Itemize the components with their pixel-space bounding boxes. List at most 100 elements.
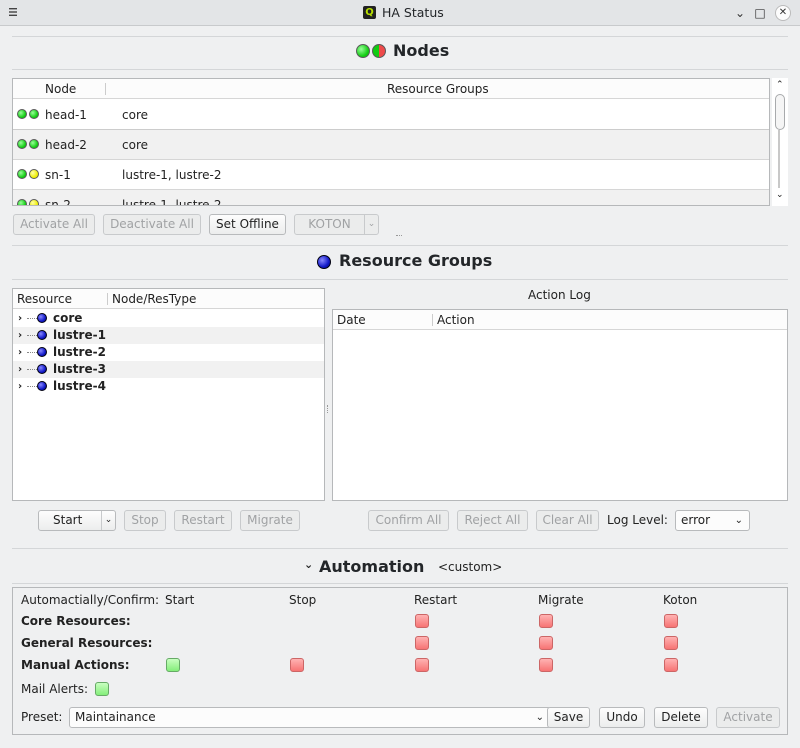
column-header-node-restype[interactable]: Node/ResType xyxy=(112,292,197,306)
log-level-value: error xyxy=(681,513,711,527)
activate-button[interactable]: Activate xyxy=(716,707,780,728)
preset-select[interactable]: Maintainance ⌄ xyxy=(69,707,551,728)
tree-item[interactable]: › lustre-4 xyxy=(13,378,324,395)
column-header-resource-groups[interactable]: Resource Groups xyxy=(387,82,489,96)
chevron-down-icon[interactable]: ⌄ xyxy=(101,511,115,530)
restart-button[interactable]: Restart xyxy=(174,510,232,531)
save-button[interactable]: Save xyxy=(547,707,590,728)
manual-koton-toggle[interactable] xyxy=(664,658,678,672)
chevron-down-icon: ⌄ xyxy=(734,515,743,526)
resource-status-icon xyxy=(37,347,47,357)
table-row[interactable]: head-2 core xyxy=(13,130,769,160)
preset-label: Preset: xyxy=(21,710,63,724)
maximize-icon[interactable]: □ xyxy=(754,6,766,20)
deactivate-all-button[interactable]: Deactivate All xyxy=(103,214,201,235)
stop-button[interactable]: Stop xyxy=(124,510,166,531)
expand-arrow-icon[interactable]: › xyxy=(18,330,23,341)
node-groups: core xyxy=(122,138,148,152)
window-menu-icon[interactable] xyxy=(6,5,20,19)
scroll-up-icon[interactable]: ⌃ xyxy=(776,80,784,90)
node-name: head-1 xyxy=(45,108,87,122)
table-row[interactable]: sn-2 lustre-1, lustre-2 xyxy=(13,190,769,206)
undo-button[interactable]: Undo xyxy=(599,707,645,728)
scroll-down-icon[interactable]: ⌄ xyxy=(776,190,784,200)
window-titlebar: Q HA Status ⌄ □ ✕ xyxy=(0,0,800,26)
status-green-icon xyxy=(17,169,27,179)
close-icon[interactable]: ✕ xyxy=(775,5,791,21)
clear-all-button[interactable]: Clear All xyxy=(536,510,599,531)
divider xyxy=(12,583,788,584)
mail-alerts-toggle[interactable] xyxy=(95,682,109,696)
manual-start-toggle[interactable] xyxy=(166,658,180,672)
minimize-icon[interactable]: ⌄ xyxy=(734,6,746,20)
migrate-button[interactable]: Migrate xyxy=(240,510,300,531)
expand-arrow-icon[interactable]: › xyxy=(18,364,23,375)
log-level-select[interactable]: error ⌄ xyxy=(675,510,750,531)
chevron-down-icon[interactable]: ⌄ xyxy=(364,215,378,234)
core-restart-toggle[interactable] xyxy=(415,614,429,628)
splitter-handle[interactable] xyxy=(396,235,402,238)
preset-value: Maintainance xyxy=(75,710,156,724)
resource-name: lustre-4 xyxy=(53,379,106,393)
splitter-handle[interactable] xyxy=(327,405,329,413)
activate-all-button[interactable]: Activate All xyxy=(13,214,95,235)
general-koton-toggle[interactable] xyxy=(664,636,678,650)
tree-item[interactable]: › lustre-3 xyxy=(13,361,324,378)
core-migrate-toggle[interactable] xyxy=(539,614,553,628)
nodes-table: Node Resource Groups head-1 core head-2 … xyxy=(12,78,770,206)
koton-label: KOTON xyxy=(308,217,351,231)
manual-stop-toggle[interactable] xyxy=(290,658,304,672)
manual-restart-toggle[interactable] xyxy=(415,658,429,672)
mail-alerts-label: Mail Alerts: xyxy=(21,682,89,696)
core-koton-toggle[interactable] xyxy=(664,614,678,628)
status-green-icon xyxy=(17,109,27,119)
nodes-scrollbar[interactable]: ⌃ ⌄ xyxy=(772,78,788,206)
scrollbar-thumb[interactable] xyxy=(775,94,785,130)
general-restart-toggle[interactable] xyxy=(415,636,429,650)
manual-migrate-toggle[interactable] xyxy=(539,658,553,672)
column-header-resource[interactable]: Resource xyxy=(17,292,73,306)
expand-arrow-icon[interactable]: › xyxy=(18,347,23,358)
collapse-chevron-icon[interactable]: ⌄ xyxy=(304,558,314,571)
set-offline-button[interactable]: Set Offline xyxy=(209,214,286,235)
confirm-all-button[interactable]: Confirm All xyxy=(368,510,449,531)
delete-button[interactable]: Delete xyxy=(654,707,708,728)
action-log-header: Date Action xyxy=(333,310,787,330)
resource-name: lustre-3 xyxy=(53,362,106,376)
status-yellow-icon xyxy=(29,169,39,179)
status-green-icon xyxy=(29,109,39,119)
general-migrate-toggle[interactable] xyxy=(539,636,553,650)
column-header-action[interactable]: Action xyxy=(437,313,475,327)
core-resources-label: Core Resources: xyxy=(21,614,131,628)
resource-groups-title: Resource Groups xyxy=(339,251,493,270)
expand-arrow-icon[interactable]: › xyxy=(18,313,23,324)
resource-status-icon xyxy=(37,364,47,374)
resource-tree: Resource Node/ResType › core › lustre-1 … xyxy=(12,288,325,501)
chevron-down-icon: ⌄ xyxy=(535,712,544,723)
start-label: Start xyxy=(53,513,83,527)
nodes-status-mixed-icon xyxy=(372,44,386,58)
status-green-icon xyxy=(17,199,27,205)
node-name: sn-2 xyxy=(45,198,71,206)
start-dropdown[interactable]: Start ⌄ xyxy=(38,510,116,531)
status-green-icon xyxy=(17,139,27,149)
automation-preset-tag: <custom> xyxy=(438,560,503,574)
window-title: HA Status xyxy=(382,5,444,20)
divider xyxy=(12,69,788,70)
nodes-table-header: Node Resource Groups xyxy=(13,79,769,99)
tree-item[interactable]: › lustre-2 xyxy=(13,344,324,361)
column-header-date[interactable]: Date xyxy=(337,313,366,327)
reject-all-button[interactable]: Reject All xyxy=(457,510,528,531)
expand-arrow-icon[interactable]: › xyxy=(18,381,23,392)
koton-dropdown[interactable]: KOTON ⌄ xyxy=(294,214,379,235)
table-row[interactable]: sn-1 lustre-1, lustre-2 xyxy=(13,160,769,190)
automation-header-label: Automactially/Confirm: xyxy=(21,593,160,607)
resource-groups-status-icon xyxy=(317,255,331,269)
column-header-node[interactable]: Node xyxy=(45,82,77,96)
tree-item[interactable]: › lustre-1 xyxy=(13,327,324,344)
node-groups: lustre-1, lustre-2 xyxy=(122,168,222,182)
node-groups: lustre-1, lustre-2 xyxy=(122,198,222,206)
tree-item[interactable]: › core xyxy=(13,310,324,327)
table-row[interactable]: head-1 core xyxy=(13,100,769,130)
divider xyxy=(12,245,788,246)
